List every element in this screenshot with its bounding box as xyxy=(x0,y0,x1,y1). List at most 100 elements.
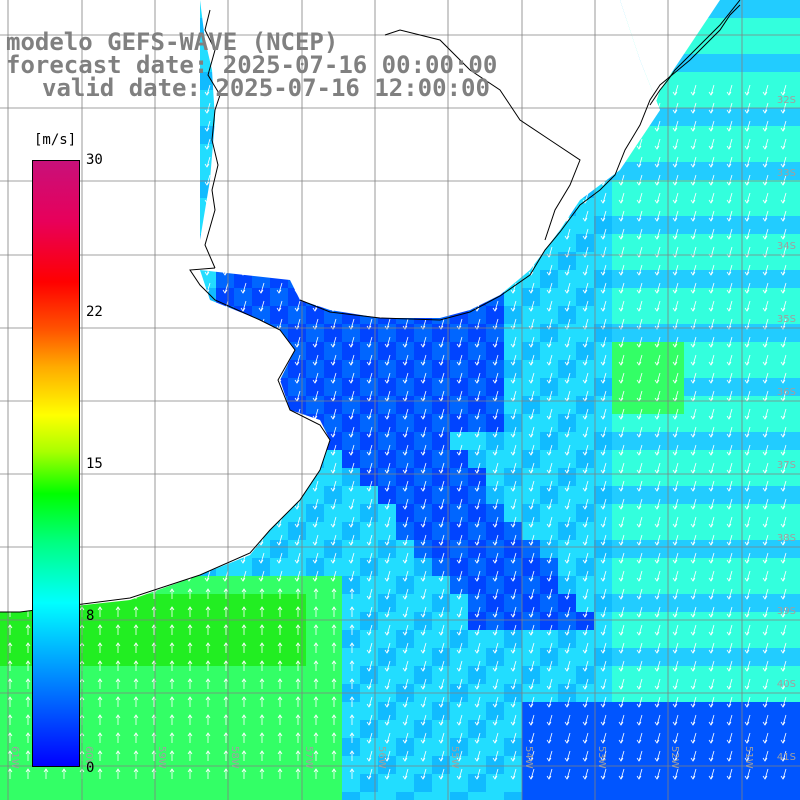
wind-cell xyxy=(720,486,738,504)
wind-arrow xyxy=(295,714,301,725)
wind-cell xyxy=(594,612,612,630)
wind-arrow xyxy=(546,426,553,438)
wind-arrow xyxy=(582,444,589,456)
wind-cell xyxy=(396,522,414,540)
wind-cell xyxy=(486,486,504,504)
wind-arrow xyxy=(295,588,301,599)
wind-cell xyxy=(468,414,486,432)
wind-arrow xyxy=(744,444,751,456)
wind-cell xyxy=(324,648,342,666)
wind-arrow xyxy=(349,588,355,599)
wind-cell xyxy=(90,774,108,792)
wind-cell xyxy=(324,774,342,792)
latitude-label: 35S xyxy=(777,314,796,325)
wind-arrow xyxy=(492,444,499,456)
wind-arrow xyxy=(690,570,697,582)
wind-cell xyxy=(648,414,666,432)
wind-arrow xyxy=(564,570,571,582)
wind-cell xyxy=(414,666,432,684)
wind-cell xyxy=(342,522,360,540)
wind-arrow xyxy=(223,606,229,617)
wind-arrow xyxy=(294,534,301,546)
wind-cell xyxy=(684,540,702,558)
wind-cell xyxy=(594,558,612,576)
wind-arrow xyxy=(780,426,787,438)
wind-arrow xyxy=(744,768,751,780)
wind-cell xyxy=(378,720,396,738)
wind-arrow xyxy=(636,516,643,528)
wind-arrow xyxy=(402,570,409,582)
wind-cell xyxy=(252,792,270,800)
wind-cell xyxy=(702,72,720,90)
wind-cell xyxy=(144,774,162,792)
wind-arrow xyxy=(366,444,373,456)
wind-arrow xyxy=(726,192,733,204)
wind-arrow xyxy=(780,588,787,600)
wind-cell xyxy=(738,378,756,396)
wind-arrow xyxy=(474,660,481,672)
wind-arrow xyxy=(636,768,643,780)
wind-arrow xyxy=(654,120,661,132)
wind-cell xyxy=(594,576,612,594)
wind-cell xyxy=(738,576,756,594)
wind-cell xyxy=(756,450,774,468)
wind-cell xyxy=(504,378,522,396)
wind-arrow xyxy=(636,588,643,600)
wind-arrow xyxy=(312,354,319,366)
wind-arrow xyxy=(744,750,751,762)
wind-cell xyxy=(630,774,648,792)
wind-arrow xyxy=(438,462,445,474)
wind-arrow xyxy=(618,354,625,366)
wind-arrow xyxy=(672,462,679,474)
wind-cell xyxy=(540,288,558,306)
wind-arrow xyxy=(708,570,715,582)
wind-arrow xyxy=(474,714,481,726)
wind-arrow xyxy=(780,642,787,654)
wind-cell xyxy=(792,558,800,576)
wind-cell xyxy=(756,126,774,144)
wind-arrow xyxy=(708,624,715,636)
wind-cell xyxy=(108,720,126,738)
wind-arrow xyxy=(187,642,193,653)
wind-cell xyxy=(18,720,36,738)
wind-arrow xyxy=(294,552,301,564)
wind-arrow xyxy=(564,462,571,474)
wind-cell xyxy=(738,0,756,18)
wind-cell xyxy=(144,756,162,774)
wind-arrow xyxy=(295,732,301,743)
wind-arrow xyxy=(366,678,373,690)
wind-cell xyxy=(162,756,180,774)
wind-cell xyxy=(54,774,72,792)
wind-cell xyxy=(342,414,360,432)
wind-arrow xyxy=(546,750,553,762)
wind-cell xyxy=(144,792,162,800)
wind-cell xyxy=(558,342,576,360)
wind-cell xyxy=(576,306,594,324)
wind-cell xyxy=(576,378,594,396)
wind-cell xyxy=(378,468,396,486)
wind-cell xyxy=(450,702,468,720)
wind-arrow xyxy=(312,516,319,528)
wind-arrow xyxy=(546,678,553,690)
wind-arrow xyxy=(744,282,751,294)
wind-cell xyxy=(720,522,738,540)
wind-arrow xyxy=(474,372,481,384)
wind-cell xyxy=(684,126,702,144)
wind-arrow xyxy=(456,408,463,420)
wind-cell xyxy=(540,792,558,800)
wind-arrow xyxy=(420,696,427,708)
wind-cell xyxy=(630,180,648,198)
wind-arrow xyxy=(654,660,661,672)
wind-cell xyxy=(522,342,540,360)
wind-arrow xyxy=(618,642,625,654)
wind-arrow xyxy=(295,750,301,761)
wind-cell xyxy=(288,324,306,342)
wind-arrow xyxy=(582,624,589,636)
wind-cell xyxy=(756,468,774,486)
wind-arrow xyxy=(474,678,481,690)
wind-arrow xyxy=(618,696,625,708)
wind-cell xyxy=(90,756,108,774)
wind-cell xyxy=(396,702,414,720)
wind-cell xyxy=(612,342,630,360)
